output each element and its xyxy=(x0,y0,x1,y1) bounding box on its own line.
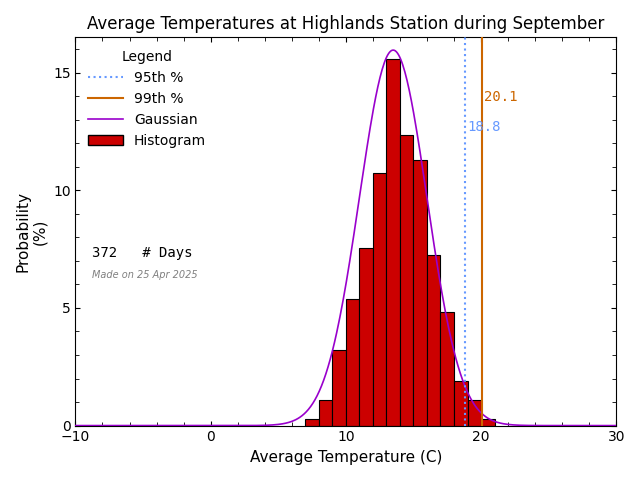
Gaussian xyxy=(332,335,339,341)
Bar xyxy=(305,419,319,426)
Line: Gaussian: Gaussian xyxy=(76,50,616,426)
Text: Made on 25 Apr 2025: Made on 25 Apr 2025 xyxy=(92,270,197,280)
X-axis label: Average Temperature (C): Average Temperature (C) xyxy=(250,450,442,465)
Bar xyxy=(440,312,454,426)
Gaussian xyxy=(516,422,524,428)
Bar xyxy=(332,349,346,426)
Bar xyxy=(387,59,400,426)
Bar xyxy=(454,381,468,426)
Gaussian xyxy=(600,423,608,429)
Text: 18.8: 18.8 xyxy=(467,120,500,134)
Text: 20.1: 20.1 xyxy=(484,90,518,104)
Legend: 95th %, 99th %, Gaussian, Histogram: 95th %, 99th %, Gaussian, Histogram xyxy=(83,44,211,153)
Gaussian xyxy=(72,423,79,429)
Bar xyxy=(468,400,481,426)
Gaussian xyxy=(612,423,620,429)
Text: 372   # Days: 372 # Days xyxy=(92,246,192,260)
Gaussian xyxy=(395,52,403,58)
Bar xyxy=(373,173,387,426)
Gaussian xyxy=(389,47,397,53)
Gaussian xyxy=(328,348,336,354)
Bar xyxy=(481,419,495,426)
Title: Average Temperatures at Highlands Station during September: Average Temperatures at Highlands Statio… xyxy=(87,15,605,33)
Y-axis label: Probability
(%): Probability (%) xyxy=(15,191,47,272)
Gaussian xyxy=(364,138,372,144)
Bar xyxy=(427,255,440,426)
Bar xyxy=(413,160,427,426)
Bar xyxy=(400,134,413,426)
Bar xyxy=(319,400,332,426)
Bar xyxy=(346,299,360,426)
Bar xyxy=(360,249,373,426)
